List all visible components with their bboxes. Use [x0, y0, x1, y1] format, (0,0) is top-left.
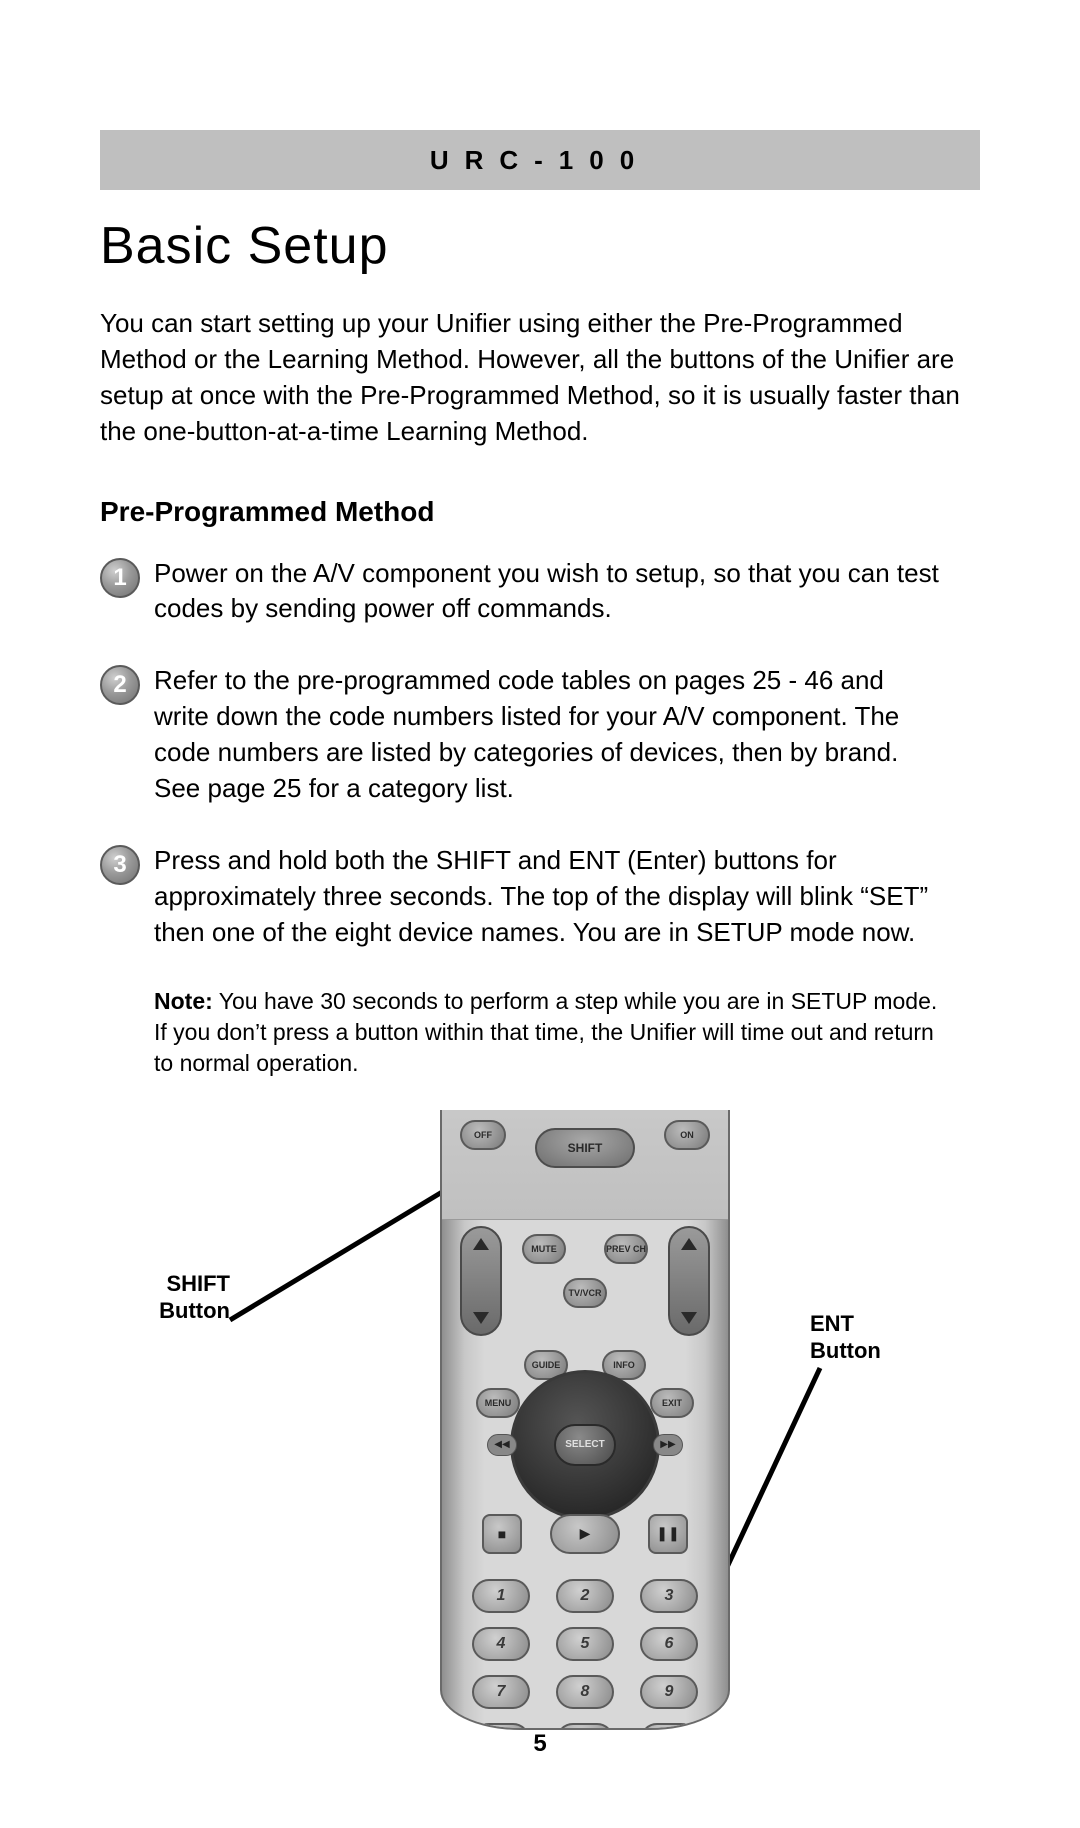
shift-button-callout-label: SHIFT Button [110, 1270, 230, 1325]
remote-key-6: 6 [640, 1627, 698, 1661]
remote-pause-button: ❚❚ [648, 1514, 688, 1554]
page-title: Basic Setup [100, 216, 980, 276]
note-paragraph: Note: You have 30 seconds to perform a s… [154, 986, 944, 1079]
remote-key-4: 4 [472, 1627, 530, 1661]
remote-key-5: 5 [556, 1627, 614, 1661]
note-label: Note: [154, 988, 213, 1014]
remote-skip-fwd-icon: ▶▶ [653, 1434, 683, 1456]
remote-illustration: OFF SHIFT ON MUTE PREV CH TV/VCR GUIDE I… [440, 1110, 730, 1730]
step-number-badge: 2 [100, 665, 140, 705]
step-text: Power on the A/V component you wish to s… [154, 556, 944, 628]
remote-key-ent: ENT [640, 1723, 698, 1730]
step-number-badge: 1 [100, 558, 140, 598]
remote-play-button: ▶ [550, 1514, 620, 1554]
remote-nav-pad: ◀◀ SELECT ▶▶ [510, 1370, 660, 1520]
step-text: Press and hold both the SHIFT and ENT (E… [154, 843, 944, 951]
remote-key-7: 7 [472, 1675, 530, 1709]
remote-key-8: 8 [556, 1675, 614, 1709]
note-text: You have 30 seconds to perform a step wh… [154, 988, 937, 1076]
remote-off-button: OFF [460, 1120, 506, 1150]
step-item: 2 Refer to the pre-programmed code table… [100, 663, 980, 807]
model-code: URC-100 [430, 145, 650, 176]
remote-key-2: 2 [556, 1579, 614, 1613]
remote-ch-rocker [668, 1226, 710, 1336]
method-subheading: Pre-Programmed Method [100, 496, 980, 528]
remote-on-button: ON [664, 1120, 710, 1150]
remote-select-button: SELECT [554, 1424, 616, 1466]
model-header-bar: URC-100 [100, 130, 980, 190]
remote-keypad: 1 2 3 4 5 6 7 8 9 +10 0 ENT [442, 1571, 728, 1730]
remote-key-0: 0 [556, 1723, 614, 1730]
remote-exit-button: EXIT [650, 1388, 694, 1418]
ent-button-callout-label: ENT Button [810, 1310, 930, 1365]
remote-key-9: 9 [640, 1675, 698, 1709]
remote-skip-back-icon: ◀◀ [487, 1434, 517, 1456]
step-item: 3 Press and hold both the SHIFT and ENT … [100, 843, 980, 951]
remote-stop-button: ■ [482, 1514, 522, 1554]
remote-diagram: SHIFT Button ENT Button OFF SHIFT ON MUT… [100, 1110, 980, 1790]
remote-key-plus10: +10 [472, 1723, 530, 1730]
remote-key-1: 1 [472, 1579, 530, 1613]
remote-prevch-button: PREV CH [604, 1234, 648, 1264]
remote-key-3: 3 [640, 1579, 698, 1613]
remote-tvvcr-button: TV/VCR [563, 1278, 607, 1308]
step-text: Refer to the pre-programmed code tables … [154, 663, 944, 807]
remote-vol-rocker [460, 1226, 502, 1336]
steps-list: 1 Power on the A/V component you wish to… [100, 556, 980, 951]
remote-mute-button: MUTE [522, 1234, 566, 1264]
remote-shift-button: SHIFT [535, 1128, 635, 1168]
page-number: 5 [100, 1730, 980, 1758]
remote-menu-button: MENU [476, 1388, 520, 1418]
step-number-badge: 3 [100, 845, 140, 885]
intro-paragraph: You can start setting up your Unifier us… [100, 306, 960, 450]
step-item: 1 Power on the A/V component you wish to… [100, 556, 980, 628]
